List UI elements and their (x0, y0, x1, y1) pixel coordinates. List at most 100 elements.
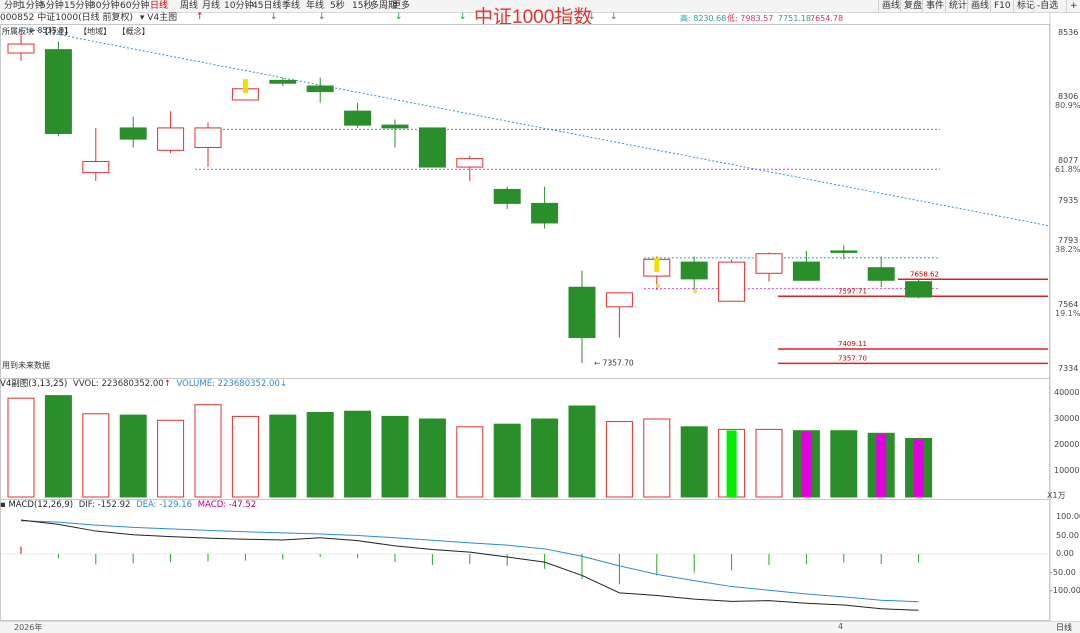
volume-bar (344, 410, 372, 498)
period-tab[interactable]: 5秒 (330, 1, 345, 11)
dot-marker (655, 283, 660, 288)
volume-bar (643, 418, 671, 498)
candle-body (269, 79, 297, 84)
volume-highlight (876, 434, 887, 497)
down-arrow-icon: ↓ (318, 12, 326, 22)
main-indicator-selector[interactable]: ▾ V4主图 (139, 13, 178, 23)
candle-body (381, 124, 409, 129)
candle-body (905, 281, 933, 298)
toolbar-button[interactable]: F10 (990, 0, 1014, 12)
future-data-label: 用到未来数据 (2, 361, 50, 370)
period-tab[interactable]: 15秒 (352, 1, 373, 11)
yellow-marker (654, 257, 660, 272)
period-tab[interactable]: 5分钟 (40, 1, 64, 11)
period-tab[interactable]: 月线 (202, 1, 221, 11)
period-tab[interactable]: 周线 (180, 1, 199, 11)
volume-bar (381, 415, 409, 498)
period-toolbar: 分时 1分钟 5分钟 15分钟 30分钟 60分钟 日线 周线 月线 10分钟 45日线 季线 年线 5秒… (0, 0, 1080, 13)
year-label: 2026年 (14, 623, 43, 632)
candle-body (7, 43, 35, 54)
volume-highlight (913, 439, 924, 497)
volume-bar (194, 404, 222, 498)
price-tick-label: 7935 (1058, 196, 1079, 205)
period-tab[interactable]: 更多 (392, 1, 411, 11)
period-tab[interactable]: 10分钟 (224, 1, 254, 11)
down-arrow-icon: ↓ (588, 12, 596, 22)
volume-tick-label: 20000 (1054, 440, 1080, 449)
value-1: 7751.18 (778, 14, 812, 23)
volume-bar (418, 418, 446, 498)
toolbar-button[interactable]: 画线 (878, 0, 903, 12)
volume-bar (7, 397, 35, 498)
period-tab[interactable]: 60分钟 (120, 1, 150, 11)
candle-body (119, 127, 147, 140)
toolbar-button[interactable]: 事件 (922, 0, 947, 12)
security-header: 000852 中证1000(日线 前复权) ▾ V4主图 (0, 13, 177, 24)
dea-value: DEA: -129.16 (136, 500, 193, 510)
volume-bar (119, 414, 147, 498)
volume-bar (568, 405, 596, 498)
volume-unit: X1万 (1047, 491, 1066, 500)
candle-body (456, 158, 484, 168)
dea-line (20, 520, 919, 603)
volume-tick-label: 30000 (1054, 414, 1080, 423)
time-axis-bar: 2026年 4 日线 (0, 621, 1080, 633)
fib-percent-label: 19.1% (1055, 308, 1080, 318)
volume-bar (456, 426, 484, 498)
toolbar-button[interactable]: + (1066, 0, 1080, 12)
candle-body (157, 127, 185, 151)
tag-region[interactable]: 【地域】 (79, 27, 112, 36)
period-tab[interactable]: 1分钟 (20, 1, 44, 11)
volume-bar (269, 414, 297, 498)
resistance-label: 7357.70 (838, 354, 867, 362)
dot-marker (693, 289, 698, 294)
tag-industry[interactable]: 【行业】 (40, 27, 73, 36)
volume-bar (231, 415, 259, 498)
up-arrow-icon: ↑ (196, 12, 204, 22)
fib-percent-label: 80.9% (1055, 101, 1080, 111)
candle-body (344, 110, 372, 126)
period-tab[interactable]: 分时 (4, 1, 23, 11)
volume-bar (157, 419, 185, 498)
volume-tick-label: 40000 (1054, 388, 1080, 397)
value-2: 7654.78 (810, 14, 844, 23)
down-arrow-icon: ↓ (270, 12, 278, 22)
period-tab[interactable]: 年线 (306, 1, 325, 11)
period-tab[interactable]: 45日线 (252, 1, 282, 11)
period-label[interactable]: 日线 (1056, 623, 1072, 632)
candle-body (718, 261, 746, 302)
volume-indicator-name[interactable]: V4副图(3,13,25) (0, 379, 68, 389)
volume-bar (830, 430, 858, 498)
period-tab[interactable]: 多周期 (370, 1, 398, 11)
macd-tick-label: 100.00 (1056, 512, 1080, 521)
high-label: 高: 8230.68 (680, 14, 727, 23)
candle-body (605, 292, 633, 308)
toolbar-button[interactable]: 标记 (1013, 0, 1038, 12)
volume-header: V4副图(3,13,25) VVOL: 223680352.00↑ VOLUME… (0, 379, 287, 389)
volume-bar (82, 413, 110, 498)
volume-value: VOLUME: 223680352.00 (176, 379, 280, 389)
price-tick-label: 8077 (1058, 156, 1079, 166)
tag-concept[interactable]: 【概念】 (117, 27, 150, 36)
candle-body (418, 127, 446, 168)
period-tab[interactable]: 15分钟 (64, 1, 94, 11)
macd-header: ▪ MACD(12,26,9) DIF: -152.92 DEA: -129.1… (0, 500, 257, 510)
toolbar-button[interactable]: -自选 (1033, 0, 1061, 12)
month-tick: 4 (838, 622, 844, 631)
macd-indicator-name[interactable]: MACD(12,26,9) (8, 500, 74, 510)
macd-tick-label: -50.00 (1050, 567, 1076, 577)
security-name: 000852 中证1000(日线 前复权) (0, 13, 134, 23)
period-tab[interactable]: 30分钟 (90, 1, 120, 11)
price-tick-label: 7793 (1058, 235, 1079, 245)
candle-body (82, 160, 110, 174)
toolbar-button[interactable]: 统计 (945, 0, 970, 12)
volume-bar (306, 412, 334, 498)
macd-value: MACD: -47.52 (197, 500, 257, 510)
tag-sector[interactable]: 所属板块 (2, 27, 34, 36)
toolbar-button[interactable]: 画线 (967, 0, 992, 12)
period-tab[interactable]: 季线 (282, 1, 301, 11)
toolbar-button[interactable]: 复盘 (900, 0, 925, 12)
sector-tags: 所属板块 【行业】 【地域】 【概念】 (2, 26, 154, 37)
period-tab[interactable]: 日线 (150, 1, 169, 11)
